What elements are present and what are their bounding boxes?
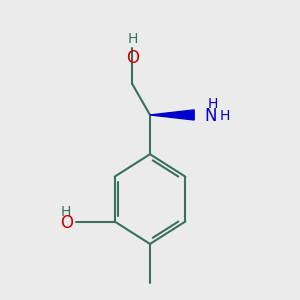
Polygon shape xyxy=(150,110,194,120)
Text: H: H xyxy=(207,97,218,111)
Text: H: H xyxy=(60,205,70,219)
Text: N: N xyxy=(205,107,217,125)
Text: H: H xyxy=(219,109,230,123)
Text: O: O xyxy=(126,49,139,67)
Text: H: H xyxy=(127,32,137,46)
Text: O: O xyxy=(60,214,74,232)
